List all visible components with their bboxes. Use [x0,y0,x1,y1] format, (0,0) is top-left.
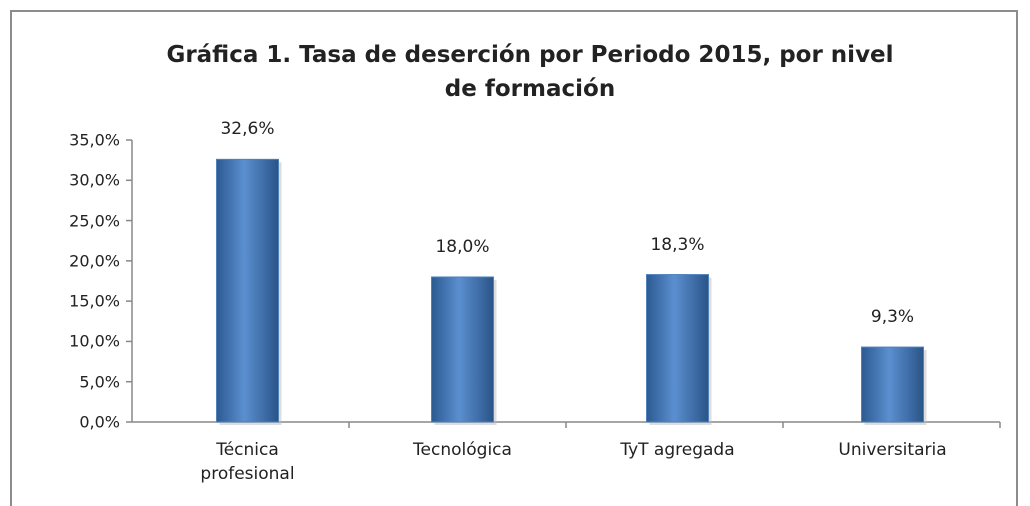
y-tick-label: 35,0% [69,130,120,150]
bar [431,276,494,423]
y-tick-label: 5,0% [79,372,120,392]
bar [216,158,279,423]
y-tick-label: 15,0% [69,291,120,311]
chart-frame [10,10,1018,506]
x-tick-label: TyT agregada [620,440,735,460]
bar [861,346,924,423]
y-tick-label: 0,0% [79,412,120,432]
y-tick-label: 30,0% [69,170,120,190]
value-label: 9,3% [870,307,915,328]
value-label: 18,3% [650,234,705,255]
bar [646,274,709,423]
y-tick-label: 20,0% [69,251,120,271]
y-tick-label: 25,0% [69,211,120,231]
value-label: 18,0% [435,236,490,257]
value-label: 32,6% [220,119,275,140]
y-tick-label: 10,0% [69,331,120,351]
x-tick-label: Universitaria [838,440,947,460]
x-tick-label: Técnica profesional [200,440,295,484]
chart-title: Gráfica 1. Tasa de deserción por Periodo… [166,42,894,102]
x-tick-label: Tecnológica [413,440,512,460]
